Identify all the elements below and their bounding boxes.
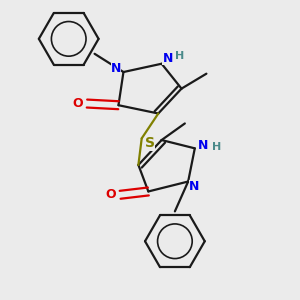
Text: H: H (175, 51, 184, 61)
Text: O: O (106, 188, 116, 201)
Text: O: O (72, 97, 83, 110)
Text: N: N (189, 180, 199, 193)
Text: N: N (162, 52, 173, 65)
Text: N: N (111, 62, 121, 75)
Text: H: H (212, 142, 221, 152)
Text: S: S (145, 136, 155, 150)
Text: N: N (198, 139, 208, 152)
